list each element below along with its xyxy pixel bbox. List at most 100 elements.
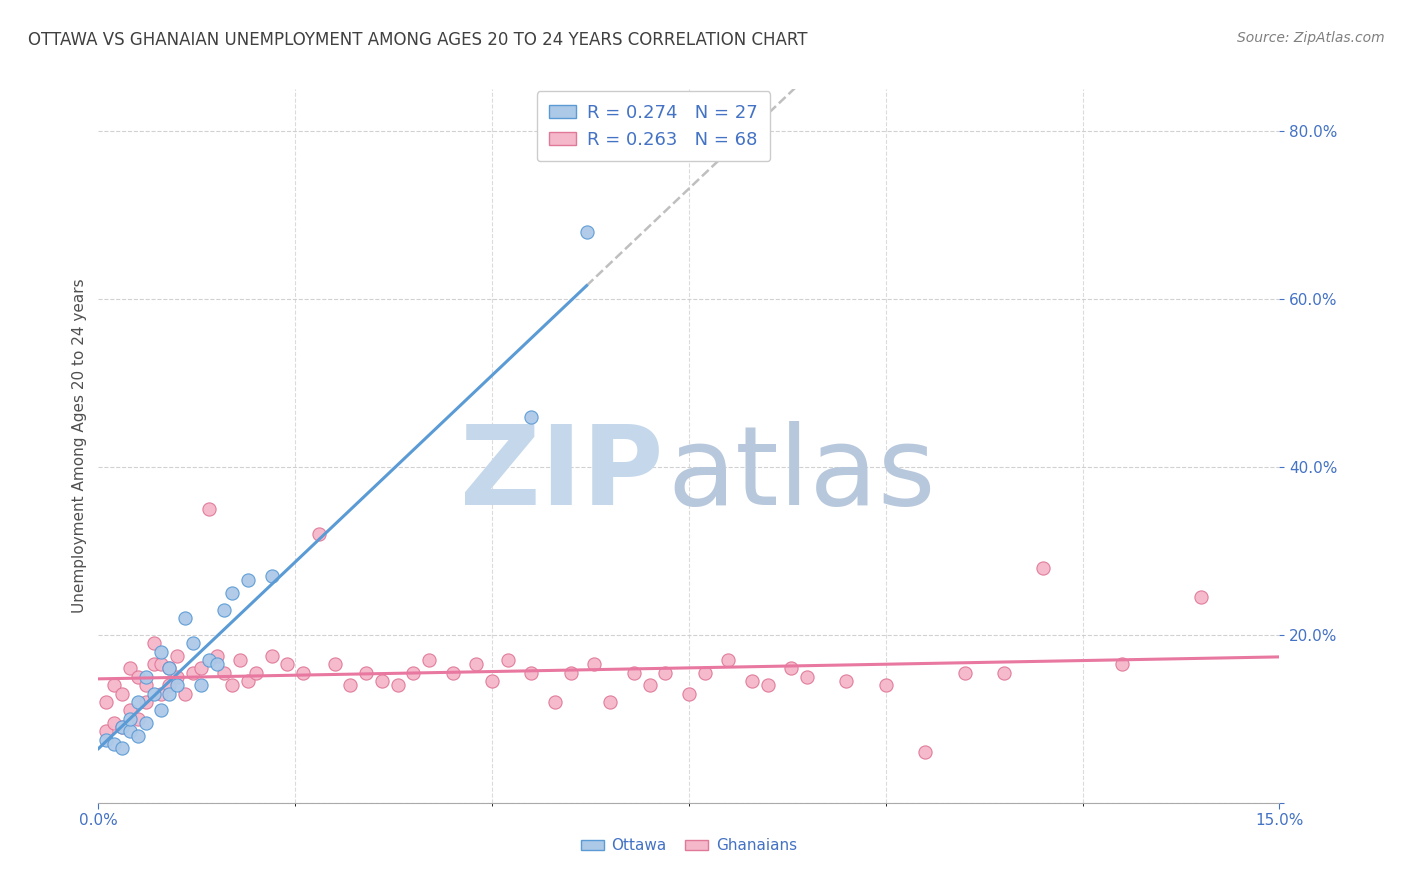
Point [190,661,212,675]
Point [1111,657,1133,672]
Point [354,665,377,680]
Point [111,720,134,734]
Point [575,225,598,239]
Point [127,712,149,726]
Point [371,674,394,689]
Point [638,678,661,692]
Point [953,665,976,680]
Point [157,687,180,701]
Point [693,665,716,680]
Point [205,648,228,663]
Point [142,657,165,672]
Point [111,687,134,701]
Text: OTTAWA VS GHANAIAN UNEMPLOYMENT AMONG AGES 20 TO 24 YEARS CORRELATION CHART: OTTAWA VS GHANAIAN UNEMPLOYMENT AMONG AG… [28,31,807,49]
Point [308,527,330,541]
Text: ZIP: ZIP [460,421,664,528]
Point [236,674,259,689]
Point [796,670,818,684]
Point [339,678,361,692]
Point [236,574,259,588]
Point [150,657,173,672]
Point [174,687,197,701]
Point [135,695,157,709]
Point [157,661,180,675]
Point [166,678,188,692]
Point [1189,590,1212,604]
Point [157,661,180,675]
Point [623,665,645,680]
Point [717,653,740,667]
Point [166,670,188,684]
Point [544,695,567,709]
Point [214,603,236,617]
Text: atlas: atlas [668,421,936,528]
Point [481,674,503,689]
Text: Source: ZipAtlas.com: Source: ZipAtlas.com [1237,31,1385,45]
Point [245,665,267,680]
Point [260,569,283,583]
Point [654,665,676,680]
Point [292,665,315,680]
Point [583,657,606,672]
Point [465,657,488,672]
Point [276,657,298,672]
Point [174,611,197,625]
Point [142,636,165,650]
Point [135,670,157,684]
Point [418,653,440,667]
Point [560,665,582,680]
Point [181,636,204,650]
Point [441,665,464,680]
Point [520,409,543,424]
Legend: Ottawa, Ghanaians: Ottawa, Ghanaians [575,832,803,859]
Point [780,661,803,675]
Point [835,674,858,689]
Point [103,678,125,692]
Point [103,716,125,731]
Point [157,678,180,692]
Point [756,678,779,692]
Point [221,678,243,692]
Point [150,645,173,659]
Point [214,665,236,680]
Point [118,703,141,717]
Point [111,720,134,734]
Point [135,678,157,692]
Point [150,687,173,701]
Point [741,674,763,689]
Point [197,653,219,667]
Point [127,695,149,709]
Point [229,653,252,667]
Point [103,737,125,751]
Point [111,741,134,756]
Point [260,648,283,663]
Point [142,687,165,701]
Point [197,502,219,516]
Point [678,687,700,701]
Point [96,724,118,739]
Point [127,670,149,684]
Point [127,729,149,743]
Point [118,712,141,726]
Point [118,724,141,739]
Point [181,665,204,680]
Point [190,678,212,692]
Point [875,678,897,692]
Point [496,653,519,667]
Point [387,678,409,692]
Point [993,665,1015,680]
Point [402,665,425,680]
Y-axis label: Unemployment Among Ages 20 to 24 years: Unemployment Among Ages 20 to 24 years [72,278,87,614]
Point [166,648,188,663]
Point [221,586,243,600]
Point [205,657,228,672]
Point [520,665,543,680]
Point [914,746,936,760]
Point [118,661,141,675]
Point [96,695,118,709]
Point [599,695,621,709]
Point [1032,560,1054,574]
Point [135,716,157,731]
Point [150,703,173,717]
Point [96,732,118,747]
